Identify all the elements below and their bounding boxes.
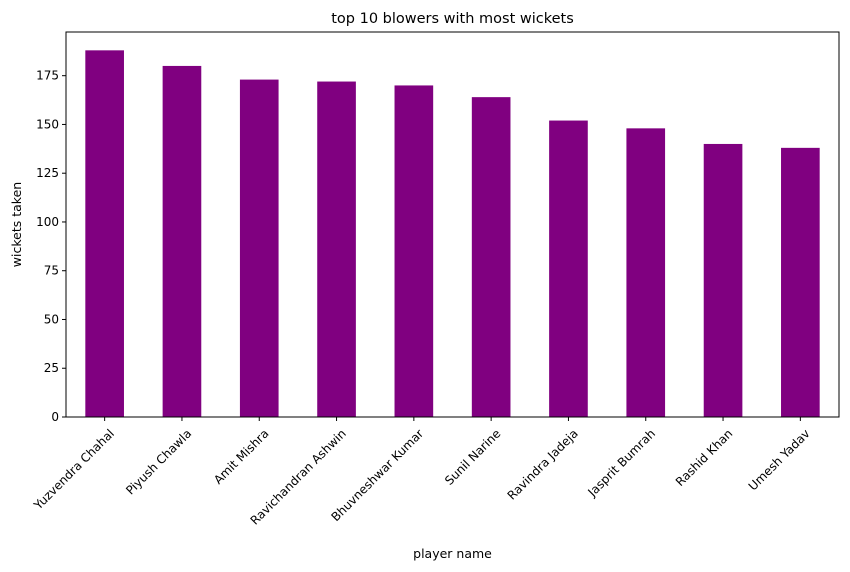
x-tick-label-0: Yuzvendra Chahal: [31, 426, 117, 512]
y-tick-label-0: 0: [51, 410, 59, 424]
bar-0: [85, 50, 124, 417]
x-axis-ticks: Yuzvendra Chahal Piyush Chawla Amit Mishra…: [31, 417, 813, 528]
x-tick-label-9: Umesh Yadav: [746, 426, 813, 493]
x-tick-label-8: Rashid Khan: [673, 426, 736, 489]
chart-title: top 10 blowers with most wickets: [331, 11, 574, 27]
y-tick-label-2: 50: [44, 312, 59, 326]
x-tick-label-2: Amit Mishra: [211, 426, 272, 487]
x-tick-label-6: Ravindra Jadeja: [505, 426, 581, 502]
bar-6: [549, 120, 588, 418]
bar-1: [162, 65, 202, 418]
bar-3: [317, 81, 356, 418]
bar-5: [471, 97, 511, 417]
x-axis-label: player name: [413, 546, 492, 561]
bar-2: [239, 79, 279, 417]
bars-group: [85, 50, 820, 418]
y-tick-label-3: 75: [44, 264, 59, 278]
y-tick-label-5: 125: [36, 166, 59, 180]
bar-4: [394, 85, 434, 418]
y-axis-ticks: 0 25 50 75 100 125 150 175: [36, 69, 66, 424]
y-tick-label-1: 25: [44, 361, 59, 375]
plot-frame: [65, 31, 840, 418]
bar-7: [626, 128, 666, 417]
y-tick-label-4: 100: [36, 215, 59, 229]
y-tick-label-6: 150: [36, 117, 59, 131]
x-tick-label-1: Piyush Chawla: [123, 426, 194, 497]
y-axis-label: wickets taken: [9, 182, 24, 267]
bar-9: [781, 147, 820, 417]
bar-8: [703, 143, 743, 417]
x-tick-label-5: Sunil Narine: [442, 426, 503, 487]
y-tick-label-7: 175: [36, 69, 59, 83]
x-tick-label-7: Jasprit Bumrah: [585, 426, 659, 500]
